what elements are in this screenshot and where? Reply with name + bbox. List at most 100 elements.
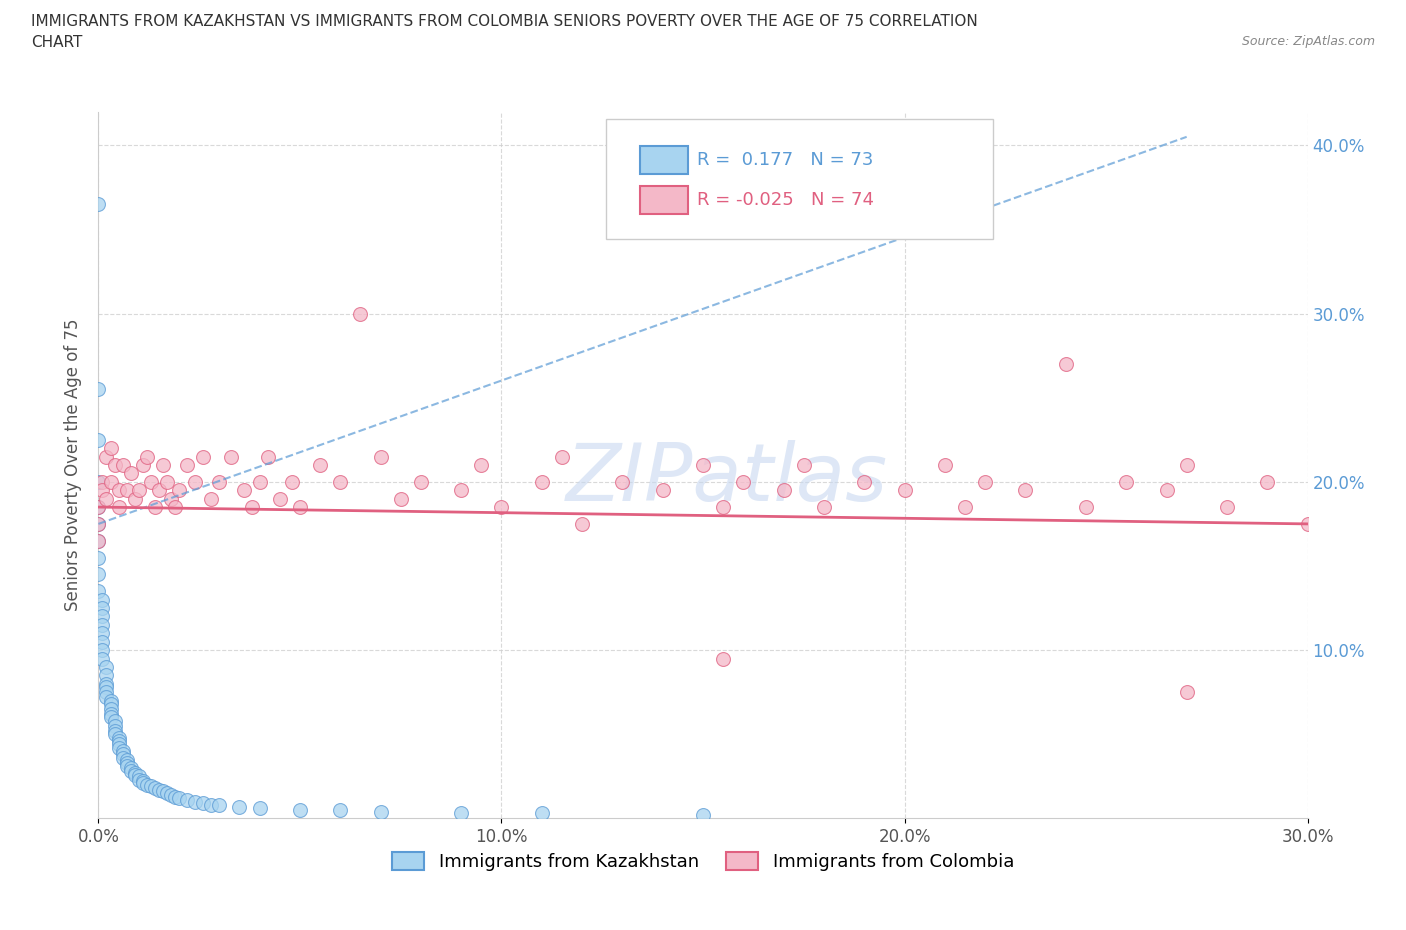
Point	[793, 458, 815, 472]
Point	[530, 474, 553, 489]
Point	[160, 491, 183, 506]
Point	[96, 491, 118, 506]
Point	[115, 752, 138, 767]
Point	[143, 499, 166, 514]
Point	[450, 483, 472, 498]
Point	[200, 798, 222, 813]
Point	[329, 803, 352, 817]
Point	[184, 794, 207, 809]
Point	[124, 765, 146, 780]
Point	[193, 449, 215, 464]
Point	[91, 609, 114, 624]
Text: ZIPatlas: ZIPatlas	[567, 440, 889, 518]
FancyBboxPatch shape	[640, 145, 689, 174]
Point	[139, 779, 162, 794]
Point	[96, 684, 118, 699]
Point	[100, 707, 122, 722]
Point	[934, 458, 956, 472]
Point	[208, 798, 231, 813]
Point	[100, 474, 122, 489]
Point	[329, 474, 352, 489]
Point	[1175, 684, 1198, 699]
Point	[100, 701, 122, 716]
Point	[1216, 499, 1239, 514]
Y-axis label: Seniors Poverty Over the Age of 75: Seniors Poverty Over the Age of 75	[65, 319, 83, 611]
Text: R =  0.177   N = 73: R = 0.177 N = 73	[697, 151, 873, 168]
Point	[96, 676, 118, 691]
Point	[139, 474, 162, 489]
Point	[91, 601, 114, 616]
Point	[249, 801, 271, 816]
Point	[167, 483, 190, 498]
Point	[450, 806, 472, 821]
Point	[184, 474, 207, 489]
Point	[91, 592, 114, 607]
Point	[1115, 474, 1137, 489]
Point	[167, 790, 190, 805]
Point	[91, 634, 114, 649]
Point	[96, 449, 118, 464]
Text: Source: ZipAtlas.com: Source: ZipAtlas.com	[1241, 35, 1375, 48]
Point	[124, 491, 146, 506]
Point	[87, 432, 110, 447]
Point	[1256, 474, 1278, 489]
Point	[148, 483, 170, 498]
Point	[530, 806, 553, 821]
Point	[87, 499, 110, 514]
Point	[152, 784, 174, 799]
Point	[120, 761, 142, 776]
Point	[370, 804, 392, 819]
Point	[100, 697, 122, 711]
Point	[193, 796, 215, 811]
Point	[349, 306, 371, 321]
Point	[103, 724, 125, 738]
Point	[232, 483, 254, 498]
Point	[733, 474, 755, 489]
Point	[853, 474, 876, 489]
Point	[111, 744, 134, 759]
Point	[249, 474, 271, 489]
Point	[107, 730, 129, 745]
Point	[91, 483, 114, 498]
Point	[107, 737, 129, 751]
Point	[200, 491, 222, 506]
Point	[103, 713, 125, 728]
Point	[893, 483, 915, 498]
Legend: Immigrants from Kazakhstan, Immigrants from Colombia: Immigrants from Kazakhstan, Immigrants f…	[382, 843, 1024, 880]
Point	[156, 474, 179, 489]
Point	[1175, 458, 1198, 472]
Point	[160, 788, 183, 803]
Point	[156, 786, 179, 801]
Point	[96, 680, 118, 695]
Point	[692, 458, 714, 472]
Text: R = -0.025   N = 74: R = -0.025 N = 74	[697, 191, 875, 209]
Point	[87, 533, 110, 548]
Point	[87, 516, 110, 531]
Point	[163, 789, 186, 804]
Point	[100, 693, 122, 708]
Point	[103, 718, 125, 733]
Point	[692, 807, 714, 822]
Point	[107, 734, 129, 749]
Point	[612, 474, 634, 489]
Point	[91, 474, 114, 489]
Point	[163, 499, 186, 514]
Point	[711, 499, 734, 514]
Point	[1296, 516, 1319, 531]
Point	[208, 474, 231, 489]
Point	[115, 759, 138, 774]
Point	[87, 567, 110, 582]
Point	[87, 197, 110, 212]
Point	[91, 643, 114, 658]
Point	[128, 769, 150, 784]
Point	[111, 747, 134, 762]
Point	[132, 776, 155, 790]
Point	[221, 449, 243, 464]
Point	[409, 474, 432, 489]
Point	[115, 755, 138, 770]
Point	[124, 767, 146, 782]
Point	[91, 618, 114, 632]
Text: IMMIGRANTS FROM KAZAKHSTAN VS IMMIGRANTS FROM COLOMBIA SENIORS POVERTY OVER THE : IMMIGRANTS FROM KAZAKHSTAN VS IMMIGRANTS…	[31, 14, 977, 29]
Point	[87, 584, 110, 599]
Point	[107, 499, 129, 514]
